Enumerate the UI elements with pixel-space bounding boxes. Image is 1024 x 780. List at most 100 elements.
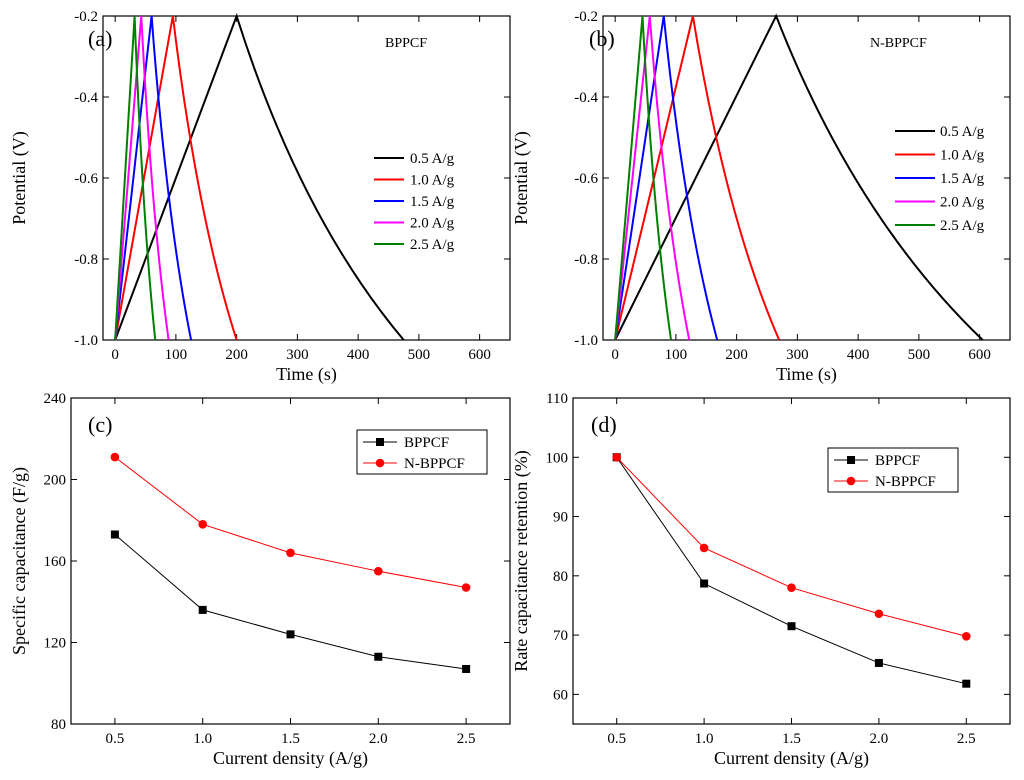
x-tick-label: 500 [408,347,431,363]
x-tick-label: 0.5 [106,731,125,747]
x-tick-label: 300 [286,347,309,363]
y-tick-label: 90 [553,510,568,526]
data-point [374,652,383,661]
y-axis-label: Potential (V) [511,131,532,224]
x-axis-label: Time (s) [276,364,337,385]
series-line [614,15,781,341]
legend-label: 1.5 A/g [410,194,455,210]
data-point [110,530,119,539]
y-tick-label: -0.8 [74,252,98,268]
data-point [198,520,207,529]
x-tick-label: 600 [468,347,491,363]
legend-label: N-BPPCF [875,474,936,490]
data-point [462,664,471,673]
data-point [374,566,383,576]
series-line [114,15,170,341]
series-line [114,456,467,588]
x-tick-label: 0 [611,347,619,363]
data-point [461,583,471,592]
x-tick-label: 2.0 [369,731,388,747]
x-tick-label: 600 [968,347,991,363]
data-point [787,583,796,592]
legend-label: BPPCF [404,435,449,451]
y-tick-label: 60 [553,687,568,703]
series-line [114,15,193,341]
panel-tag: (c) [88,412,112,437]
panel-tag: (b) [589,26,615,51]
series-line [614,13,984,341]
legend-marker [376,438,384,446]
data-point [874,609,884,619]
y-tick-label: 100 [546,450,569,466]
plot-frame [572,397,1011,725]
x-tick-label: 100 [665,347,688,363]
legend-label: 1.0 A/g [410,173,455,189]
legend-marker [847,456,855,464]
series-line [114,15,238,341]
data-point [612,452,621,462]
y-tick-label: -0.4 [74,90,98,106]
chart-panel-2: 0 100 200 300 400 500 600 -1.0 -0.8 -0.6 -0.4 -0.2 T… [511,9,1011,385]
legend-label: BPPCF [875,453,920,469]
y-tick-label: 80 [51,717,66,733]
y-tick-label: -0.6 [574,171,598,187]
x-tick-label: 1.5 [281,731,300,747]
data-point [787,622,796,631]
chart-panel-1: 0 100 200 300 400 500 600 -1.0 -0.8 -0.6 -0.4 -0.2 T… [9,9,511,385]
y-tick-label: -0.2 [574,9,598,25]
x-tick-label: 200 [225,347,248,363]
legend-marker [846,476,856,486]
y-tick-label: 120 [44,636,67,652]
panel-tag: (d) [591,412,617,437]
x-tick-label: 0.5 [607,731,626,747]
x-axis-label: Current density (A/g) [213,748,368,769]
legend-label: 1.5 A/g [940,171,985,187]
y-axis-label: Potential (V) [9,131,30,224]
x-tick-label: 1.5 [782,731,801,747]
y-tick-label: 80 [553,569,568,585]
chart-panel-3: 0.5 1.0 1.5 2.0 2.5 80 120 160 200 240 Current den… [9,391,511,769]
x-tick-label: 2.5 [457,731,476,747]
legend-label: 2.0 A/g [940,195,985,211]
x-tick-label: 2.5 [957,731,976,747]
data-point [700,579,709,588]
data-point [110,452,120,462]
panel-tag: (a) [88,26,112,51]
x-tick-label: 300 [786,347,809,363]
legend-marker [375,458,385,468]
y-tick-label: 240 [44,391,67,407]
series-line [114,12,405,341]
x-tick-label: 100 [165,347,188,363]
legend-label: 1.0 A/g [940,148,985,164]
x-axis-label: Time (s) [776,364,837,385]
x-tick-label: 400 [847,347,870,363]
y-tick-label: 200 [44,473,67,489]
legend-label: 0.5 A/g [410,151,455,167]
legend-label: 2.5 A/g [940,218,985,234]
y-tick-label: 160 [44,554,67,570]
panel-annotation: BPPCF [385,36,427,51]
x-tick-label: 0 [111,347,119,363]
data-point [699,543,709,553]
y-tick-label: 70 [553,628,568,644]
series-line [614,15,691,341]
y-tick-label: 110 [546,391,568,407]
series-line [614,15,719,341]
data-point [286,630,295,639]
legend-label: 2.5 A/g [410,237,455,253]
legend-label: N-BPPCF [404,456,465,472]
data-point [962,679,971,688]
legend-label: 0.5 A/g [940,124,985,140]
x-tick-label: 1.0 [193,731,212,747]
x-axis-label: Current density (A/g) [714,748,869,769]
series-line [614,15,673,341]
data-point [286,548,295,558]
y-tick-label: -0.2 [74,9,98,25]
x-tick-label: 1.0 [695,731,714,747]
x-tick-label: 2.0 [870,731,889,747]
y-tick-label: -0.6 [74,171,98,187]
legend-label: 2.0 A/g [410,216,455,232]
x-tick-label: 200 [725,347,748,363]
y-tick-label: -1.0 [74,333,98,349]
